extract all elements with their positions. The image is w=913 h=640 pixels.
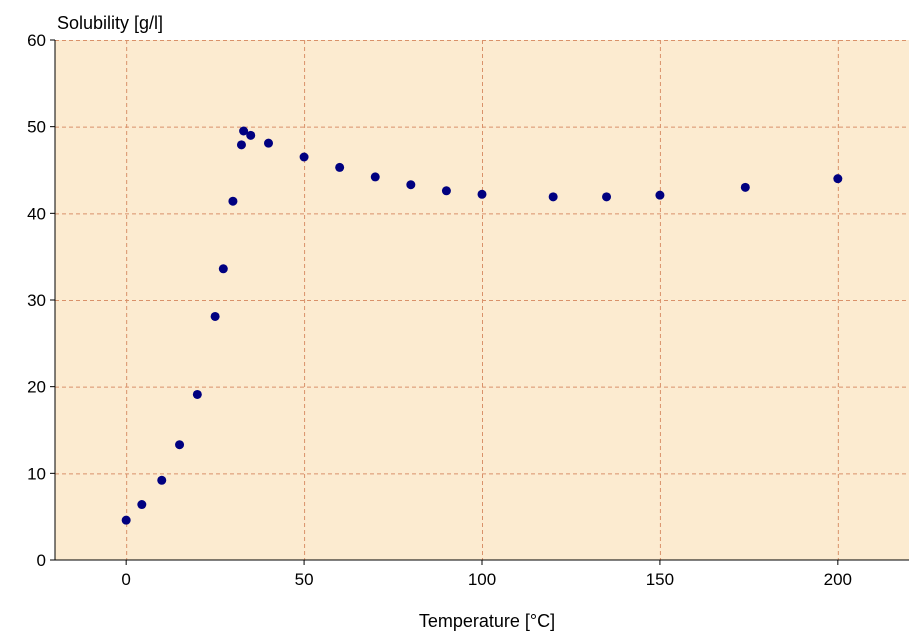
y-tick-label: 20 [27, 378, 46, 397]
data-point [548, 192, 558, 202]
x-tick-label: 100 [468, 570, 496, 589]
data-points [121, 126, 843, 525]
x-tick-label: 50 [295, 570, 314, 589]
x-axis-title: Temperature [°C] [419, 611, 555, 631]
data-point [239, 126, 249, 136]
y-tick-label: 50 [27, 118, 46, 137]
data-point [441, 186, 451, 196]
y-axis-title: Solubility [g/l] [57, 13, 163, 33]
data-point [236, 140, 246, 150]
data-point [137, 500, 147, 510]
data-point [228, 196, 238, 206]
data-point [655, 190, 665, 200]
data-point [335, 162, 345, 172]
x-tick-label: 0 [121, 570, 130, 589]
y-tick-label: 40 [27, 204, 46, 223]
axis-ticks: 0 50 100 150 200 0 10 20 30 40 50 60 [27, 31, 852, 589]
data-point [264, 138, 273, 148]
data-point [740, 182, 750, 192]
grid-lines [55, 40, 909, 560]
data-point [477, 189, 487, 199]
data-point [157, 475, 167, 485]
y-tick-label: 0 [37, 551, 46, 570]
x-tick-label: 150 [646, 570, 674, 589]
data-point [246, 130, 256, 140]
data-point [121, 515, 131, 525]
y-tick-label: 30 [27, 291, 46, 310]
y-tick-label: 10 [27, 464, 46, 483]
x-tick-label: 200 [824, 570, 852, 589]
data-point [602, 192, 612, 202]
data-point [210, 311, 220, 321]
data-point [370, 172, 380, 182]
data-point [175, 440, 185, 450]
y-tick-label: 60 [27, 31, 46, 50]
data-point [218, 264, 228, 274]
data-point [299, 152, 309, 162]
data-point [192, 389, 202, 399]
data-point [406, 180, 416, 190]
data-point [833, 174, 843, 184]
